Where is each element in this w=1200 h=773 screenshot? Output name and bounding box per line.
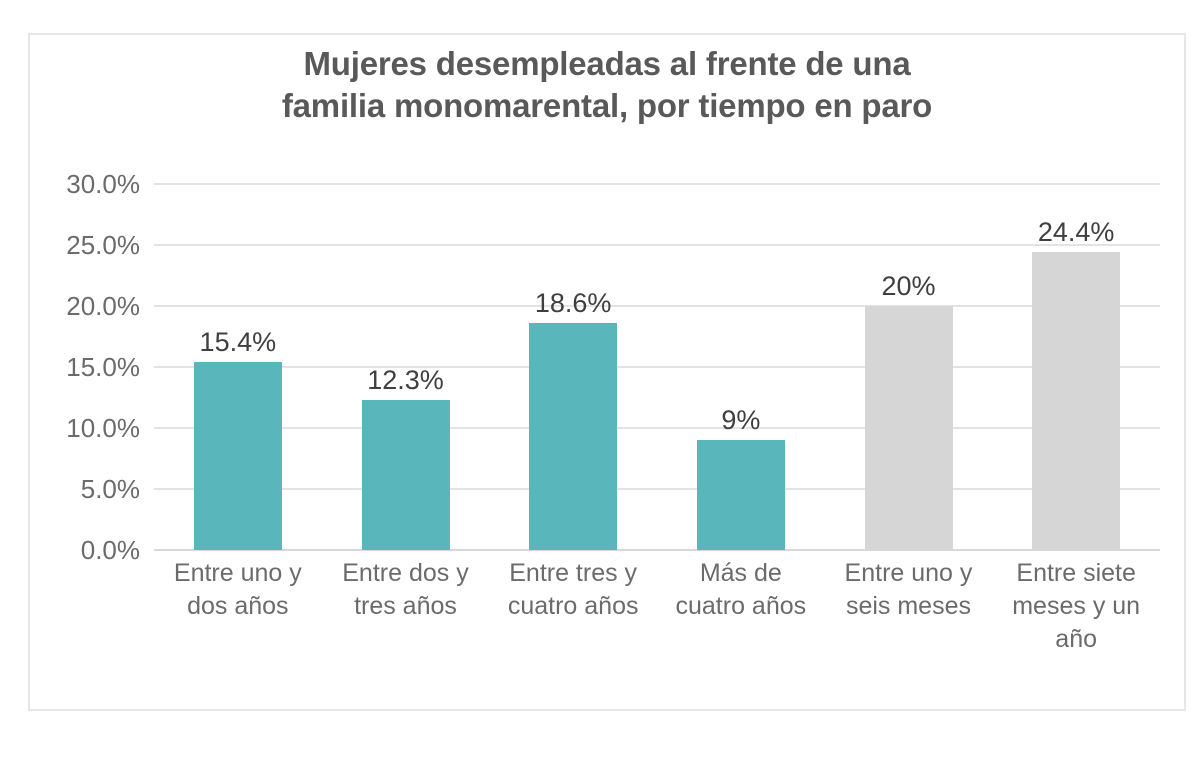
chart-frame: Mujeres desempleadas al frente de una fa… <box>28 33 1186 711</box>
x-axis-category-label: Entre uno y dos años <box>154 557 322 623</box>
x-axis-category-line: Entre dos y <box>342 559 469 587</box>
bar[interactable]: 24.4% <box>1032 217 1121 550</box>
bar[interactable]: 9% <box>696 405 785 550</box>
x-axis-category-line: Entre siete <box>1016 559 1136 587</box>
x-axis-category-line: cuatro años <box>675 592 807 620</box>
y-axis-tick-label: 20.0% <box>66 291 140 321</box>
bar-value-label: 15.4% <box>199 327 277 358</box>
y-axis-tick-label: 10.0% <box>66 413 140 443</box>
bar-value-label: 20% <box>881 271 936 301</box>
gridline <box>154 549 1160 551</box>
chart-title-line-2: familia monomarental, por tiempo en paro <box>281 87 933 124</box>
bar[interactable]: 20% <box>864 271 953 550</box>
chart-title-line-1: Mujeres desempleadas al frente de una <box>303 45 911 82</box>
bar[interactable]: 12.3% <box>361 365 450 550</box>
x-axis-category-label: Entre uno y seis meses <box>825 557 993 623</box>
y-axis-tick-label: 5.0% <box>80 474 140 504</box>
bar-value-label: 24.4% <box>1037 217 1115 248</box>
bar-value-label: 18.6% <box>534 288 612 319</box>
gridline <box>154 427 1160 429</box>
gridline <box>154 366 1160 368</box>
x-axis-category-label: Más de cuatro años <box>657 557 825 623</box>
y-axis: 0.0% 5.0% 10.0% 15.0% 20.0% 25.0% 30.0% <box>30 171 140 563</box>
x-axis-category-line: cuatro años <box>507 592 639 620</box>
x-axis-category-line: Entre uno y <box>173 559 302 587</box>
x-axis-category-line: año <box>1055 625 1098 653</box>
x-axis-category-line: Entre uno y <box>844 559 973 587</box>
y-axis-tick-label: 30.0% <box>66 169 140 199</box>
gridline <box>154 183 1160 185</box>
gridline <box>154 244 1160 246</box>
bar[interactable]: 18.6% <box>529 288 618 550</box>
x-axis-category-line: seis meses <box>845 592 971 620</box>
y-axis-tick-label: 15.0% <box>66 352 140 382</box>
x-axis: Entre uno y dos años Entre dos y tres años E… <box>154 557 1160 687</box>
plot-area: 15.4% 12.3% 18.6% 9% 20% 24.4% <box>154 183 1160 551</box>
x-axis-category-line: meses y un <box>1012 592 1141 620</box>
chart-title: Mujeres desempleadas al frente de una fa… <box>30 43 1184 127</box>
bar[interactable]: 15.4% <box>193 327 282 550</box>
y-axis-tick-label: 0.0% <box>80 535 140 565</box>
x-axis-category-line: Más de <box>699 559 782 587</box>
gridline <box>154 305 1160 307</box>
x-axis-category-line: tres años <box>354 592 457 620</box>
y-axis-tick-label: 25.0% <box>66 230 140 260</box>
bar-value-label: 9% <box>721 405 761 436</box>
x-axis-category-label: Entre tres y cuatro años <box>489 557 657 623</box>
x-axis-category-line: Entre tres y <box>509 559 638 587</box>
x-axis-category-label: Entre siete meses y un año <box>992 557 1160 656</box>
x-axis-category-line: dos años <box>187 592 289 620</box>
bar-value-label: 12.3% <box>367 364 444 395</box>
gridline <box>154 488 1160 490</box>
x-axis-category-label: Entre dos y tres años <box>322 557 490 623</box>
